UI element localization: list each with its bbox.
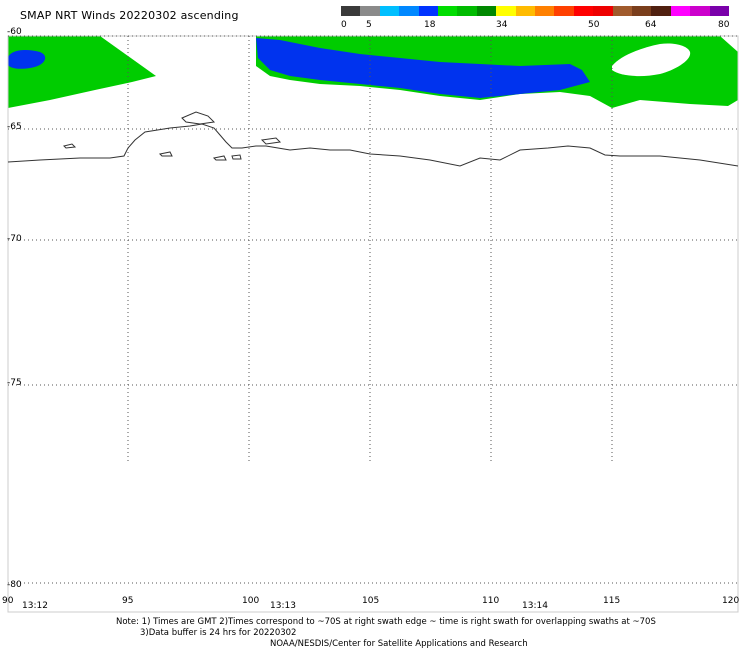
map-frame bbox=[7, 35, 739, 613]
lat-label-70: -70 bbox=[7, 234, 22, 244]
colorbar-segment bbox=[573, 6, 594, 16]
colorbar-segment bbox=[496, 6, 517, 16]
colorbar-tick-label: 0 bbox=[341, 20, 347, 30]
lon-label-105: 105 bbox=[362, 596, 380, 606]
wind-swath-left bbox=[8, 36, 156, 108]
colorbar-segment bbox=[612, 6, 633, 16]
note-line-2: 3)Data buffer is 24 hrs for 20220302 bbox=[140, 627, 297, 638]
map-title: SMAP NRT Winds 20220302 ascending bbox=[20, 9, 239, 22]
colorbar-segment bbox=[379, 6, 400, 16]
coast-island-5 bbox=[212, 155, 227, 161]
credit-line: NOAA/NESDIS/Center for Satellite Applica… bbox=[270, 639, 528, 649]
notes-block: Note: 1) Times are GMT 2)Times correspon… bbox=[116, 617, 656, 638]
colorbar-tick-label: 64 bbox=[645, 20, 657, 30]
colorbar-segment bbox=[554, 6, 575, 16]
colorbar-segment bbox=[515, 6, 536, 16]
wind-speed-colorbar bbox=[341, 6, 730, 16]
colorbar-segment bbox=[651, 6, 672, 16]
note-line-1: Note: 1) Times are GMT 2)Times correspon… bbox=[116, 617, 656, 627]
lat-label-60: -60 bbox=[7, 27, 22, 37]
colorbar-segment bbox=[593, 6, 614, 16]
lon-label-110: 110 bbox=[482, 596, 500, 606]
lat-label-80: -80 bbox=[7, 580, 22, 590]
wind-area-green-left bbox=[8, 36, 156, 108]
wind-swath-right bbox=[256, 36, 738, 108]
time-label-3: 13:14 bbox=[522, 601, 548, 611]
lon-label-90: 90 bbox=[2, 596, 14, 606]
coast-main bbox=[7, 123, 739, 167]
colorbar-segment bbox=[438, 6, 458, 16]
coast-island-3 bbox=[158, 151, 173, 157]
colorbar-segment bbox=[457, 6, 478, 16]
coast-island-6 bbox=[231, 154, 242, 160]
colorbar-segment bbox=[632, 6, 652, 16]
colorbar-segment bbox=[476, 6, 497, 16]
coast-island-2 bbox=[63, 143, 77, 149]
time-label-2: 13:13 bbox=[270, 601, 296, 611]
coast-island-1 bbox=[181, 111, 216, 125]
wind-area-blue-left bbox=[8, 50, 46, 69]
colorbar-tick-label: 18 bbox=[424, 20, 436, 30]
colorbar-segment bbox=[360, 6, 381, 16]
colorbar-tick-label: 80 bbox=[718, 20, 730, 30]
colorbar-segment bbox=[399, 6, 420, 16]
lon-label-115: 115 bbox=[603, 596, 621, 606]
colorbar-segment bbox=[670, 6, 691, 16]
time-label-1: 13:12 bbox=[22, 601, 48, 611]
lon-label-120: 120 bbox=[722, 596, 740, 606]
colorbar-tick-label: 5 bbox=[366, 20, 372, 30]
lat-label-65: -65 bbox=[7, 122, 22, 132]
wind-area-blue-right bbox=[256, 38, 590, 98]
colorbar-tick-label: 50 bbox=[588, 20, 600, 30]
lon-label-95: 95 bbox=[122, 596, 134, 606]
colorbar-segment bbox=[341, 6, 361, 16]
colorbar-segment bbox=[709, 6, 730, 16]
colorbar-segment bbox=[535, 6, 555, 16]
lon-label-100: 100 bbox=[242, 596, 260, 606]
colorbar-segment bbox=[690, 6, 711, 16]
antarctic-coastline bbox=[7, 111, 739, 167]
graticule bbox=[8, 35, 738, 584]
lat-label-75: -75 bbox=[7, 378, 22, 388]
colorbar-segment bbox=[418, 6, 439, 16]
coast-island-4 bbox=[260, 137, 282, 145]
calm-gap-right bbox=[612, 43, 691, 77]
colorbar-tick-label: 34 bbox=[496, 20, 508, 30]
